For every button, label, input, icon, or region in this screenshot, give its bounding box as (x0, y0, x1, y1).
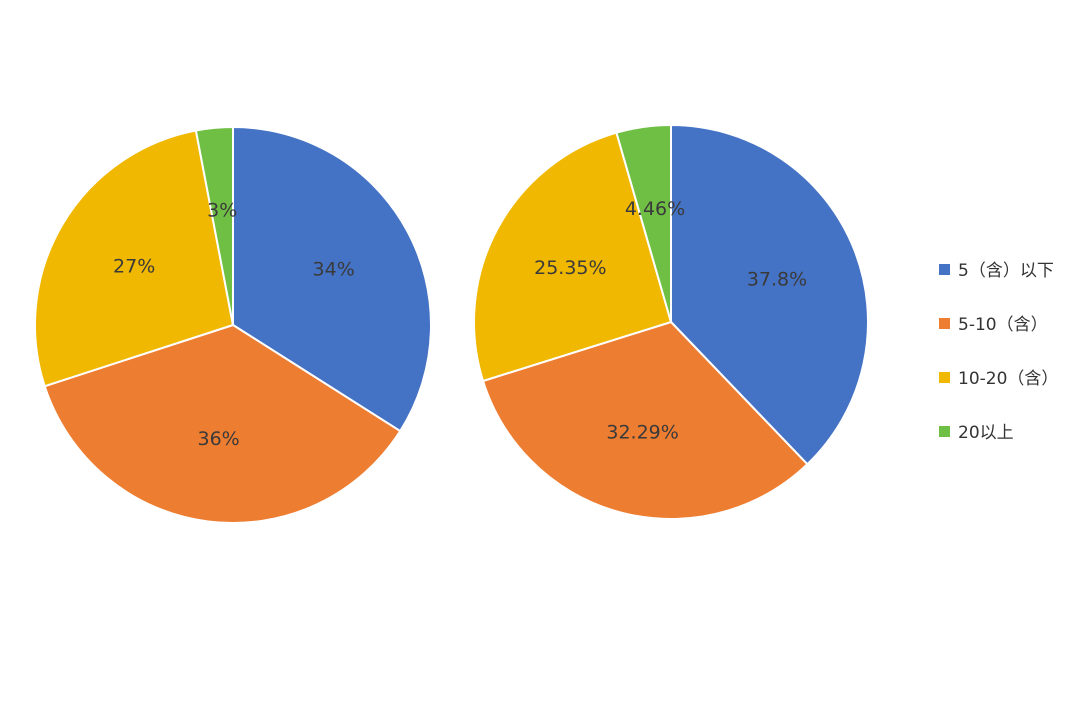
legend-item[interactable]: 5-10（含） (939, 315, 1048, 335)
legend-swatch (939, 318, 950, 329)
pie-slice[interactable] (473, 131, 673, 383)
legend-item[interactable]: 5（含）以下 (939, 261, 1054, 281)
legend-item[interactable]: 10-20（含） (939, 369, 1058, 389)
legend-label: 20以上 (958, 423, 1014, 443)
pie-slice[interactable] (194, 125, 234, 326)
pie-chart-left: 34% 36% 27% 3% (34, 125, 432, 524)
legend-label: 10-20（含） (958, 369, 1058, 389)
pie-slice[interactable] (232, 125, 432, 433)
slice-data-label: 34% (313, 259, 355, 281)
pie-chart-right: 37.8% 32.29% 25.35% 4.46% (473, 123, 869, 520)
slice-data-label: 4.46% (625, 198, 685, 220)
pie-slice[interactable] (481, 320, 809, 520)
slice-data-label: 27% (113, 256, 155, 278)
slice-data-label: 37.8% (747, 268, 807, 290)
legend-swatch (939, 372, 950, 383)
legend-label: 5（含）以下 (958, 261, 1054, 281)
slice-data-label: 3% (207, 200, 237, 222)
slice-data-label: 32.29% (606, 422, 678, 444)
legend-item[interactable]: 20以上 (939, 423, 1014, 443)
pie-slice[interactable] (615, 123, 672, 323)
legend-swatch (939, 426, 950, 437)
slice-data-label: 25.35% (534, 257, 606, 279)
pie-slice[interactable] (34, 129, 235, 388)
legend-swatch (939, 264, 950, 275)
legend: 5（含）以下 5-10（含） 10-20（含） 20以上 (939, 261, 1058, 443)
slice-data-label: 36% (197, 428, 239, 450)
pie-slice[interactable] (670, 123, 869, 466)
pie-slice[interactable] (43, 323, 402, 524)
legend-label: 5-10（含） (958, 315, 1048, 335)
